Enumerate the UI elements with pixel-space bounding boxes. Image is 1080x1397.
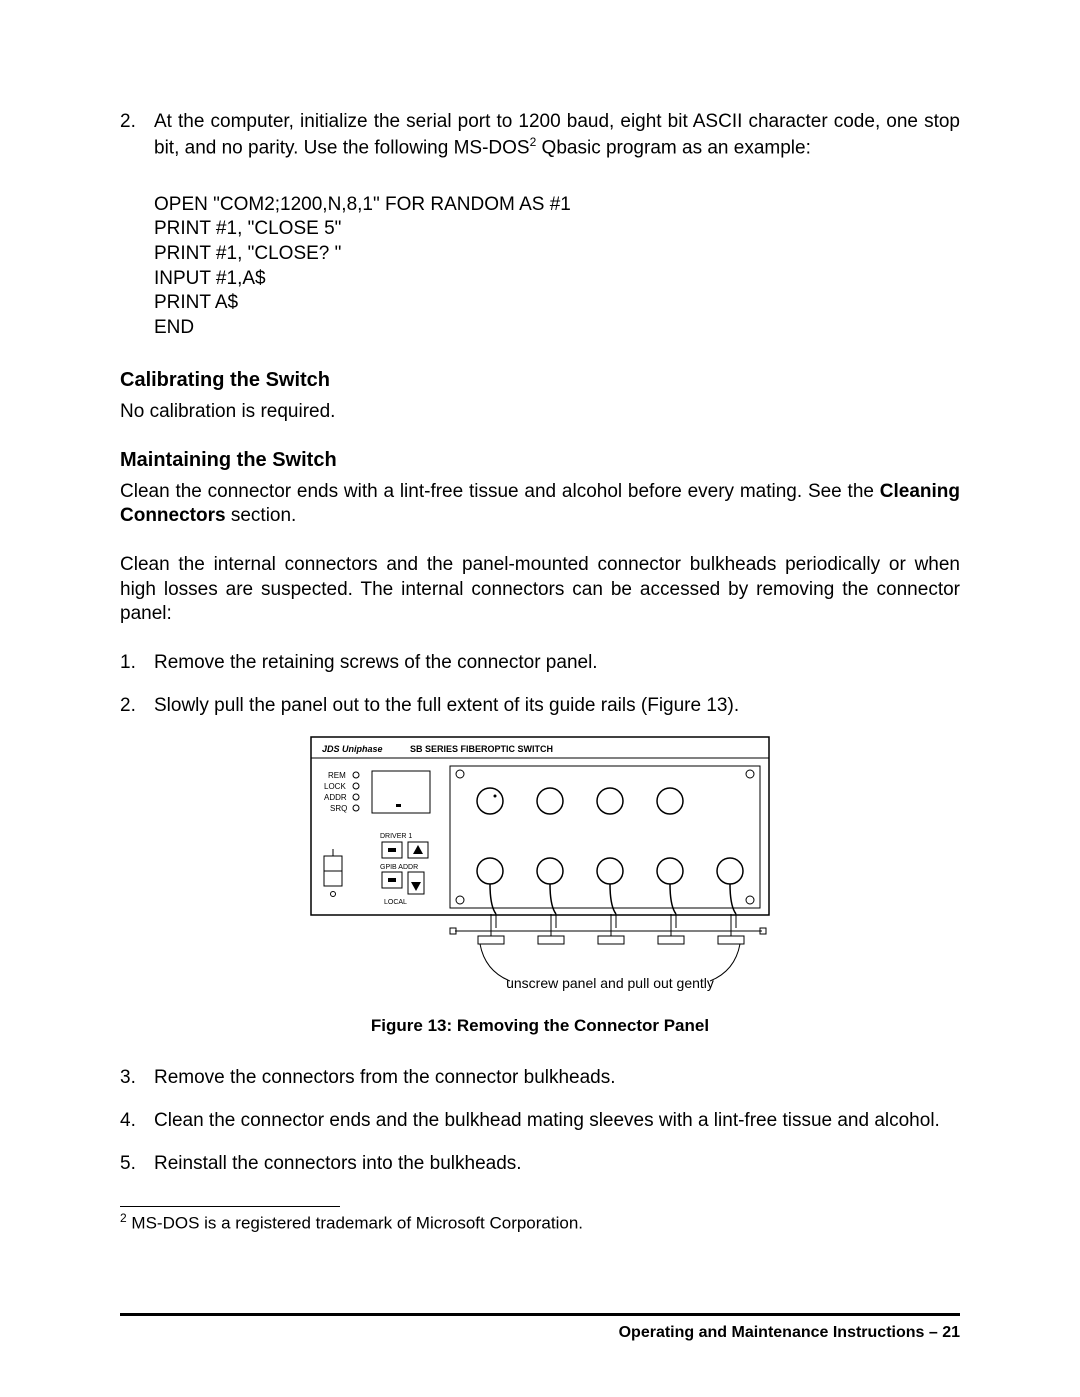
list-item-step2: 2. Slowly pull the panel out to the full… xyxy=(120,694,960,719)
list-number: 3. xyxy=(120,1066,154,1091)
list-item-step1: 1. Remove the retaining screws of the co… xyxy=(120,651,960,676)
item2-text-b: Qbasic program as an example: xyxy=(536,137,811,158)
svg-text:DRIVER 1: DRIVER 1 xyxy=(380,833,412,840)
para-clean2: Clean the internal connectors and the pa… xyxy=(120,553,960,627)
list-item-step4: 4. Clean the connector ends and the bulk… xyxy=(120,1109,960,1134)
figure-svg: JDS Uniphase SB SERIES FIBEROPTIC SWITCH… xyxy=(310,736,770,1006)
footnote: 2 MS-DOS is a registered trademark of Mi… xyxy=(120,1211,960,1234)
svg-text:GPIB ADDR: GPIB ADDR xyxy=(380,864,418,871)
figure-13: JDS Uniphase SB SERIES FIBEROPTIC SWITCH… xyxy=(120,736,960,1036)
list-body: At the computer, initialize the serial p… xyxy=(154,110,960,161)
document-page: 2. At the computer, initialize the seria… xyxy=(0,0,1080,1397)
code-line: PRINT #1, "CLOSE 5" xyxy=(154,217,960,242)
list-body: Clean the connector ends and the bulkhea… xyxy=(154,1109,960,1134)
list-item-step5: 5. Reinstall the connectors into the bul… xyxy=(120,1152,960,1177)
code-line: INPUT #1,A$ xyxy=(154,267,960,292)
svg-text:SRQ: SRQ xyxy=(330,804,347,813)
heading-calibrating: Calibrating the Switch xyxy=(120,369,960,392)
footnote-text: MS-DOS is a registered trademark of Micr… xyxy=(127,1214,583,1233)
figure-caption: Figure 13: Removing the Connector Panel xyxy=(371,1016,709,1036)
svg-brand: JDS Uniphase xyxy=(322,744,383,754)
svg-callout: unscrew panel and pull out gently xyxy=(506,975,714,991)
svg-text:LOCAL: LOCAL xyxy=(384,899,407,906)
list-item-2: 2. At the computer, initialize the seria… xyxy=(120,110,960,161)
code-block: OPEN "COM2;1200,N,8,1" FOR RANDOM AS #1 … xyxy=(154,193,960,341)
list-body: Remove the connectors from the connector… xyxy=(154,1066,960,1091)
list-body: Slowly pull the panel out to the full ex… xyxy=(154,694,960,719)
heading-maintaining: Maintaining the Switch xyxy=(120,449,960,472)
code-line: END xyxy=(154,316,960,341)
list-item-step3: 3. Remove the connectors from the connec… xyxy=(120,1066,960,1091)
code-line: PRINT #1, "CLOSE? " xyxy=(154,242,960,267)
list-number: 4. xyxy=(120,1109,154,1134)
list-number: 2. xyxy=(120,694,154,719)
code-line: OPEN "COM2;1200,N,8,1" FOR RANDOM AS #1 xyxy=(154,193,960,218)
code-line: PRINT A$ xyxy=(154,291,960,316)
list-body: Reinstall the connectors into the bulkhe… xyxy=(154,1152,960,1177)
para-clean1-a: Clean the connector ends with a lint-fre… xyxy=(120,481,880,502)
footer-rule xyxy=(120,1313,960,1316)
list-number: 2. xyxy=(120,110,154,161)
list-number: 5. xyxy=(120,1152,154,1177)
list-body: Remove the retaining screws of the conne… xyxy=(154,651,960,676)
para-clean1-b: section. xyxy=(226,505,297,526)
svg-text:REM: REM xyxy=(328,771,346,780)
footnote-sup: 2 xyxy=(120,1211,127,1225)
list-number: 1. xyxy=(120,651,154,676)
svg-title: SB SERIES FIBEROPTIC SWITCH xyxy=(410,744,553,754)
para-no-calibration: No calibration is required. xyxy=(120,400,960,425)
footnote-rule xyxy=(120,1206,340,1207)
page-footer: Operating and Maintenance Instructions –… xyxy=(120,1324,960,1342)
para-clean1: Clean the connector ends with a lint-fre… xyxy=(120,480,960,529)
svg-text:LOCK: LOCK xyxy=(324,782,346,791)
svg-text:ADDR: ADDR xyxy=(324,793,347,802)
